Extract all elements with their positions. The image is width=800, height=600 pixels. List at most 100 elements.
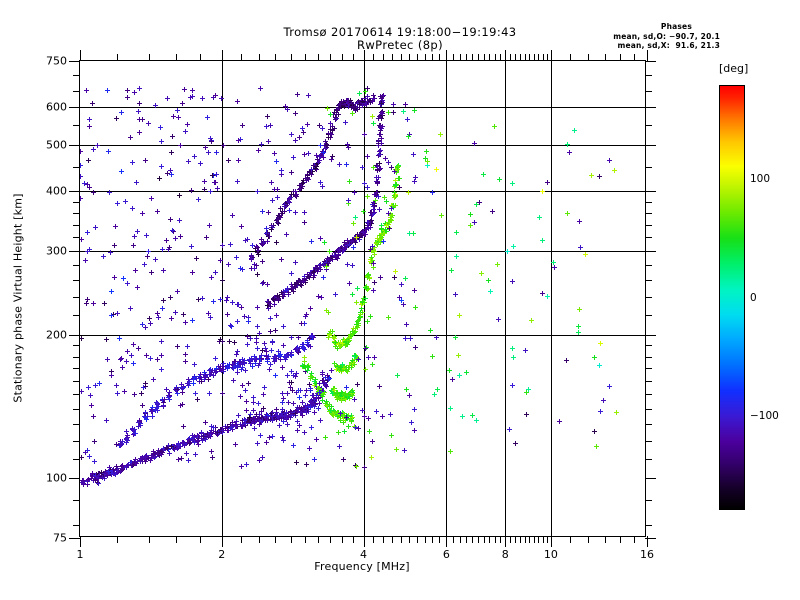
x-axis-tick	[500, 54, 502, 61]
x-axis-tick	[117, 54, 119, 61]
scatter-point	[398, 281, 404, 287]
scatter-point	[370, 439, 376, 445]
scatter-point	[463, 370, 469, 376]
scatter-point	[176, 218, 182, 224]
scatter-point	[124, 435, 130, 441]
scatter-point	[220, 243, 226, 249]
x-axis-tick	[392, 536, 394, 543]
scatter-point	[606, 383, 612, 389]
scatter-point	[301, 278, 307, 284]
scatter-point	[181, 86, 187, 92]
scatter-point	[229, 422, 235, 428]
y-axis-tick	[645, 201, 652, 203]
scatter-point	[138, 422, 144, 428]
scatter-point	[471, 141, 477, 147]
scatter-point	[296, 405, 302, 411]
scatter-point	[203, 374, 209, 380]
x-axis-tick	[439, 536, 441, 543]
scatter-point	[201, 179, 207, 185]
scatter-point	[143, 232, 149, 238]
scatter-point	[319, 295, 325, 301]
scatter-point	[168, 149, 174, 155]
scatter-point	[378, 226, 384, 232]
scatter-point	[180, 383, 186, 389]
x-axis-tick	[117, 536, 119, 543]
scatter-point	[352, 424, 358, 430]
scatter-point	[143, 324, 149, 330]
scatter-point	[539, 238, 545, 244]
scatter-point	[235, 412, 241, 418]
scatter-point	[172, 310, 178, 316]
scatter-point	[114, 390, 120, 396]
scatter-point	[284, 372, 290, 378]
scatter-point	[323, 308, 329, 314]
scatter-point	[130, 159, 136, 165]
scatter-point	[297, 135, 303, 141]
scatter-point	[199, 431, 205, 437]
scatter-point	[205, 114, 210, 120]
scatter-point	[305, 151, 311, 157]
scatter-point	[380, 238, 386, 244]
scatter-point	[309, 238, 315, 244]
y-axis-tick	[73, 213, 80, 215]
x-axis-tick	[477, 536, 479, 543]
x-axis-tick	[546, 536, 548, 543]
scatter-point	[571, 128, 577, 134]
scatter-point	[364, 193, 370, 199]
scatter-point	[158, 339, 164, 345]
scatter-point	[133, 267, 139, 273]
scatter-point	[317, 266, 323, 272]
scatter-point	[273, 327, 279, 333]
scatter-point	[263, 353, 269, 359]
phase-stats-o-mode: mean, sd,O: −90.7, 20.1	[613, 31, 720, 41]
scatter-point	[141, 261, 147, 267]
x-axis-tick	[524, 54, 526, 61]
y-axis-tick	[645, 61, 656, 62]
scatter-point	[607, 158, 613, 164]
scatter-point	[289, 285, 295, 291]
scatter-point	[321, 377, 327, 383]
scatter-point	[240, 122, 246, 128]
scatter-point	[183, 359, 189, 365]
scatter-point	[304, 405, 310, 411]
scatter-point	[250, 415, 256, 421]
scatter-point	[390, 110, 396, 116]
scatter-point	[268, 416, 274, 422]
scatter-point	[229, 362, 235, 368]
x-axis-tick	[176, 536, 178, 543]
scatter-point	[295, 407, 301, 413]
scatter-point	[362, 89, 368, 95]
scatter-point	[220, 426, 226, 432]
scatter-point	[307, 273, 313, 279]
x-axis-tick	[392, 54, 394, 61]
scatter-point	[271, 151, 277, 157]
scatter-point	[277, 422, 283, 428]
scatter-point	[386, 160, 392, 165]
scatter-point	[189, 432, 195, 438]
scatter-point	[111, 275, 117, 281]
scatter-point	[296, 422, 302, 428]
scatter-point	[151, 451, 157, 457]
scatter-point	[307, 388, 313, 394]
scatter-point	[283, 232, 289, 238]
scatter-point	[278, 411, 284, 417]
scatter-point	[287, 409, 293, 415]
scatter-point	[172, 445, 178, 451]
scatter-point	[403, 102, 409, 108]
scatter-point	[142, 413, 148, 419]
scatter-point	[159, 306, 165, 312]
scatter-point	[243, 399, 249, 405]
scatter-point	[239, 423, 245, 429]
scatter-point	[130, 462, 136, 468]
scatter-point	[323, 435, 329, 441]
scatter-point	[308, 405, 314, 411]
scatter-point	[406, 392, 412, 398]
scatter-point	[214, 369, 220, 375]
scatter-point	[362, 296, 368, 302]
x-axis-tick	[533, 54, 535, 61]
y-axis-tick	[69, 107, 80, 109]
scatter-point	[209, 449, 215, 455]
scatter-point	[378, 165, 384, 171]
scatter-point	[170, 446, 176, 452]
y-axis-tick	[69, 144, 80, 146]
